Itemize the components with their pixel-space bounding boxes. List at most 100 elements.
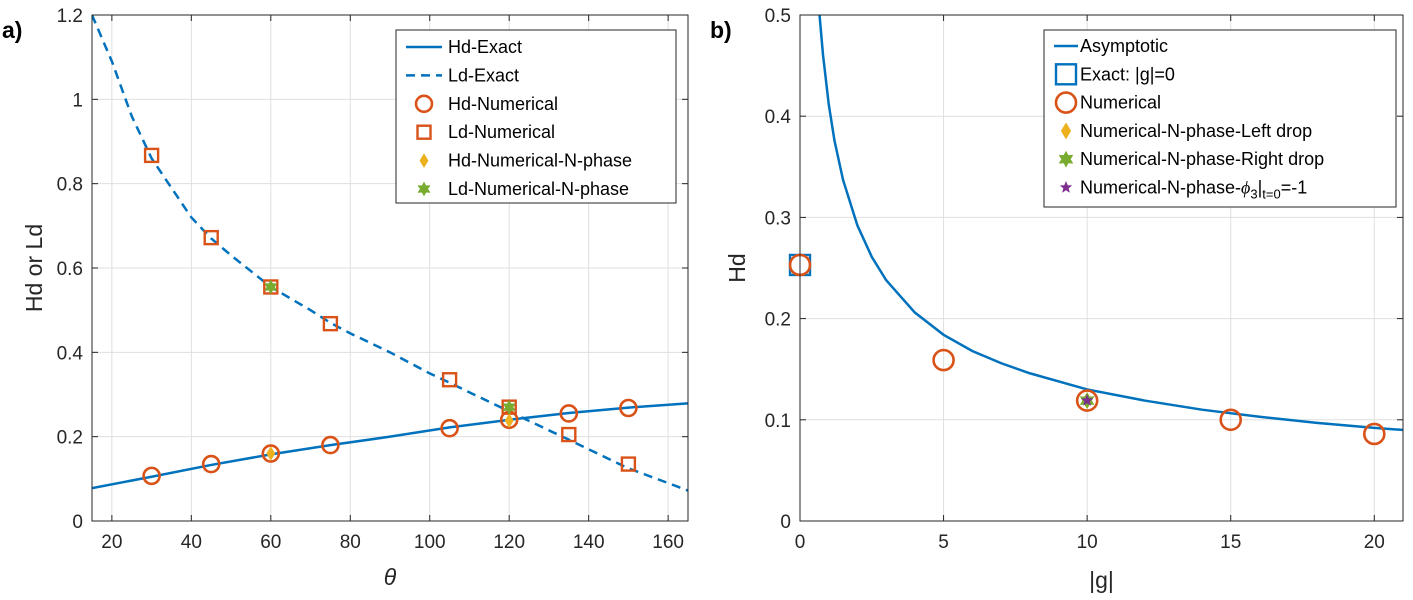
legend-box-a [395,29,677,204]
y-tick-label-a-1: 0.2 [57,428,83,449]
marker-a-2-7 [619,398,638,418]
x-tick-label-b-1: 5 [938,532,949,553]
marker-a-2-4 [440,418,459,438]
y-tick-label-a-5: 1 [72,90,83,111]
legend-label-a-3: Ld-Numerical [448,122,555,142]
legend-swatch-b-1 [1054,63,1078,86]
panel-a: 20 40 60 80 100 120 140 160 0 0.2 0.4 0.6 0.8 1 1.2 θ Hd… [2,6,689,590]
marker-a-3-7 [620,456,637,472]
x-tick-label-a-5: 120 [493,532,525,553]
legend-label-b-0: Asymptotic [1080,36,1168,56]
legend-entry-b-1: Exact: |g|=0 [1054,63,1175,86]
y-tick-label-a-2: 0.4 [57,343,84,364]
legend-label-a-4: Hd-Numerical-N-phase [448,151,632,171]
legend-entry-b-2: Numerical [1054,91,1161,114]
x-tick-label-a-1: 40 [181,532,202,553]
marker-a-4-1 [504,413,514,429]
legend-b: Asymptotic Exact: |g|=0 Numerical Numerical… [1043,29,1397,208]
x-tick-label-a-3: 80 [340,532,361,553]
y-tick-label-a-3: 0.6 [57,259,83,280]
y-axis-label-a: Hd or Ld [21,224,47,312]
legend-label-b-5: Numerical-N-phase-ϕ3|t=0=-1 [1080,178,1307,202]
legend-label-a-5: Ld-Numerical-N-phase [448,179,629,199]
y-tick-label-b-3: 0.3 [765,208,791,229]
legend-entry-b-0: Asymptotic [1054,36,1168,56]
legend-entry-a-5: Ld-Numerical-N-phase [417,179,629,199]
legend-box-b [1043,29,1397,208]
y-tick-label-a-6: 1.2 [57,6,83,27]
marker-b-2-4 [1362,422,1386,446]
legend-entry-a-4: Hd-Numerical-N-phase [419,151,632,171]
x-tick-label-b-3: 15 [1220,532,1241,553]
marker-a-5-0 [264,279,278,295]
legend-label-b-3: Numerical-N-phase-Left drop [1080,121,1312,141]
legend-entry-a-3: Ld-Numerical [416,122,555,142]
x-axis-label-b: |g| [1089,567,1114,593]
legend-entry-a-0: Hd-Exact [406,37,522,57]
series-a-2 [142,398,638,486]
series-b-2 [788,253,1386,446]
x-tick-label-a-7: 160 [652,532,684,553]
marker-a-3-1 [203,229,219,246]
x-axis-label-a: θ [384,564,397,590]
y-tick-label-b-4: 0.4 [765,107,792,128]
x-tick-label-a-0: 20 [101,532,122,553]
x-tick-label-a-2: 60 [260,532,281,553]
legend-swatch-a-3 [416,124,432,140]
x-tick-label-b-0: 0 [795,532,806,553]
marker-a-3-4 [441,372,458,388]
legend-swatch-b-5 [1059,180,1073,193]
marker-a-2-1 [201,454,221,474]
marker-a-5-1 [502,399,516,415]
legend-swatch-b-2 [1054,91,1078,114]
marker-b-5-0 [1080,393,1094,407]
y-tick-label-b-2: 0.2 [765,310,791,331]
series-a-4 [266,413,514,461]
y-tick-label-b-0: 0 [780,512,791,533]
x-tick-label-a-4: 100 [414,532,446,553]
legend-label-b-4: Numerical-N-phase-Right drop [1080,149,1324,169]
marker-b-2-1 [932,348,955,372]
marker-a-2-3 [321,435,340,455]
series-a-0 [92,402,688,490]
legend-entry-a-1: Ld-Exact [406,65,519,85]
legend-label-a-0: Hd-Exact [448,37,522,57]
y-tick-label-b-5: 0.5 [765,6,791,27]
marker-a-2-2 [261,444,281,463]
y-tick-label-b-1: 0.1 [765,411,791,432]
line-a-1 [92,15,688,492]
legend-swatch-b-4 [1058,150,1074,168]
y-tick-label-a-0: 0 [72,512,83,533]
marker-a-3-0 [143,147,160,164]
panel-b: 0 5 10 15 20 0 0.1 0.2 0.3 0.4 0.5 |g| Hd b) Asymptoti… [710,6,1404,593]
marker-a-2-6 [559,404,579,423]
series-b-0 [818,15,1403,432]
x-tick-label-b-2: 10 [1077,532,1098,553]
x-tick-label-a-6: 140 [573,532,605,553]
panel-label-b: b) [710,17,732,43]
y-axis-label-b: Hd [724,253,750,282]
marker-a-3-3 [322,315,339,332]
marker-a-2-0 [142,466,161,486]
marker-a-3-6 [561,426,577,443]
panel-label-a: a) [2,17,22,43]
legend-swatch-a-5 [417,181,431,197]
legend-entry-b-5: Numerical-N-phase-ϕ3|t=0=-1 [1059,178,1307,202]
line-b-0 [818,15,1403,432]
marker-a-4-0 [266,446,276,461]
series-b-5 [1080,393,1094,407]
legend-swatch-a-4 [419,153,429,168]
series-a-5 [264,279,516,415]
x-tick-label-b-4: 20 [1364,532,1385,553]
line-a-0 [92,402,688,490]
legend-entry-b-4: Numerical-N-phase-Right drop [1058,149,1324,169]
marker-b-2-3 [1219,408,1243,432]
legend-swatch-b-3 [1060,122,1072,140]
legend-swatch-a-2 [414,94,434,114]
legend-entry-a-2: Hd-Numerical [414,94,558,114]
legend-label-a-1: Ld-Exact [448,65,519,85]
legend-label-b-1: Exact: |g|=0 [1080,64,1175,84]
legend-a: Hd-Exact Ld-Exact Hd-Numerical Ld-Numerical… [395,29,677,204]
legend-label-b-2: Numerical [1080,93,1161,113]
